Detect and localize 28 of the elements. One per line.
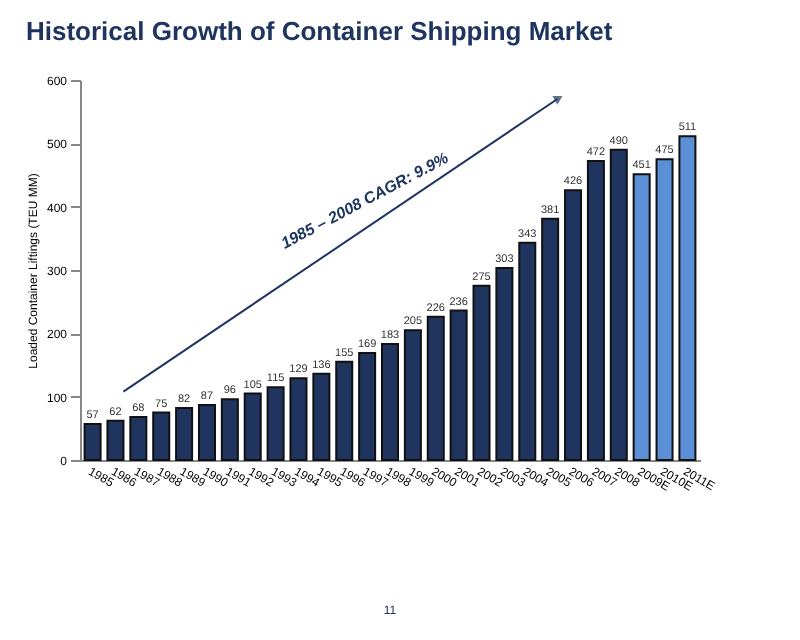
bar: [495, 267, 514, 461]
bar: [609, 148, 628, 461]
bar: [312, 372, 331, 461]
bar: [243, 392, 262, 461]
bar: [220, 398, 239, 461]
bar: [129, 415, 148, 461]
bar: [403, 329, 422, 461]
bar: [83, 422, 102, 461]
bar: [426, 315, 445, 461]
bar: [358, 351, 377, 461]
bar: [380, 343, 400, 461]
bar: [678, 135, 697, 461]
bar: [266, 386, 285, 461]
bar: [472, 284, 491, 461]
bar: [152, 411, 171, 461]
bar: [197, 403, 216, 461]
bar: [449, 309, 468, 461]
chart-title: Historical Growth of Container Shipping Market: [25, 16, 614, 46]
bar: [335, 360, 354, 461]
bar: [175, 407, 194, 461]
bar: [632, 173, 651, 461]
bar: [289, 377, 308, 461]
bar: [655, 158, 674, 461]
bar: [106, 419, 125, 461]
bar: [518, 241, 537, 461]
bar: [586, 160, 605, 461]
bar: [541, 217, 560, 461]
bar: [564, 189, 583, 461]
